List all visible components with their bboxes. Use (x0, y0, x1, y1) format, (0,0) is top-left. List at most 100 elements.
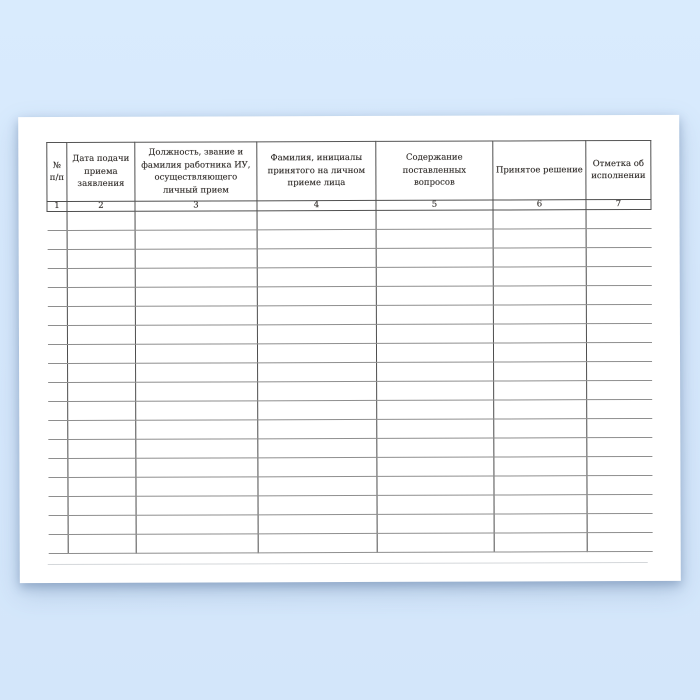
table-row (47, 456, 652, 478)
column-header-date: Дата подачи приема заявления (66, 142, 135, 202)
column-header-questions: Содержание поставленных вопросов (375, 140, 493, 201)
table-cell (136, 495, 259, 516)
table-cell (586, 285, 652, 305)
table-row (47, 228, 652, 250)
table-row (47, 209, 652, 231)
table-cell (376, 247, 494, 268)
table-cell (47, 325, 68, 345)
table-cell (376, 323, 494, 344)
table-cell (376, 285, 494, 306)
table-row (47, 266, 652, 288)
table-cell (135, 286, 258, 307)
table-cell (67, 249, 136, 269)
table-cell (586, 399, 652, 419)
table-row (47, 342, 652, 364)
table-cell (67, 211, 136, 231)
table-cell (47, 268, 68, 288)
table-cell (257, 286, 377, 306)
column-header-official: Должность, звание и фамилия работника ИУ… (134, 141, 257, 202)
table-cell (47, 249, 68, 269)
table-cell (67, 287, 136, 307)
table-cell (376, 342, 494, 363)
table-cell (135, 381, 258, 402)
table-cell (47, 401, 68, 421)
table-cell (135, 457, 258, 478)
table-cell (377, 494, 495, 515)
table-cell (257, 419, 377, 439)
table-cell (376, 437, 494, 458)
table-cell (47, 420, 68, 440)
table-cell (493, 342, 587, 362)
table-cell (257, 343, 377, 363)
scan-artifact-line (47, 561, 648, 566)
table-cell (48, 534, 69, 554)
table-row (48, 513, 653, 535)
table-cell (67, 439, 136, 459)
table-cell (257, 457, 377, 477)
table-cell (493, 304, 587, 324)
table-cell (135, 343, 258, 364)
table-cell (493, 418, 587, 438)
table-cell (493, 285, 587, 305)
table-cell (586, 456, 652, 476)
table-cell (587, 513, 653, 533)
table-cell (586, 361, 652, 381)
table-cell (135, 324, 258, 345)
table-cell (493, 380, 587, 400)
table-cell (257, 324, 377, 344)
table-cell (136, 533, 259, 554)
table-cell (493, 323, 587, 343)
table-cell (47, 458, 68, 478)
table-cell (258, 533, 378, 553)
table-cell (67, 382, 136, 402)
table-cell (376, 475, 495, 496)
table-row (48, 532, 653, 554)
table-cell (586, 418, 652, 438)
table-cell (135, 229, 258, 250)
table-cell (67, 363, 136, 383)
table-cell (135, 267, 258, 288)
table-row (47, 437, 652, 459)
table-cell (47, 439, 68, 459)
column-number-3: 3 (134, 200, 258, 212)
table-cell (47, 382, 68, 402)
table-cell (493, 475, 588, 495)
table-cell (67, 477, 137, 497)
table-cell (67, 458, 136, 478)
column-number-2: 2 (66, 201, 136, 212)
document-page: № п/п Дата подачи приема заявления Должн… (18, 114, 681, 584)
table-cell (377, 513, 495, 534)
table-cell (135, 305, 258, 326)
table-cell (48, 515, 69, 535)
table-cell (135, 210, 258, 231)
table-cell (586, 475, 653, 495)
table-row (47, 399, 652, 421)
table-cell (494, 513, 588, 533)
table-cell (376, 456, 494, 477)
table-cell (493, 247, 587, 267)
table-cell (68, 534, 137, 554)
table-cell (135, 248, 258, 269)
table-cell (586, 437, 652, 457)
table-cell (67, 306, 136, 326)
table-cell (68, 515, 137, 535)
table-cell (376, 304, 494, 325)
column-number-1: 1 (46, 201, 68, 212)
table-cell (257, 362, 377, 382)
table-cell (47, 363, 68, 383)
table-row (47, 361, 652, 383)
column-header-visitor: Фамилия, инициалы принятого на личном пр… (256, 141, 376, 201)
column-number-6: 6 (492, 199, 587, 210)
table-cell (257, 381, 377, 401)
table-cell (47, 306, 68, 326)
table-cell (376, 228, 494, 249)
journal-table: № п/п Дата подачи приема заявления Должн… (46, 140, 653, 554)
table-row (47, 475, 653, 497)
table-cell (47, 230, 68, 250)
table-cell (376, 380, 494, 401)
table-cell (257, 210, 377, 230)
table-cell (135, 476, 259, 497)
table-cell (586, 342, 652, 362)
table-cell (48, 496, 69, 516)
